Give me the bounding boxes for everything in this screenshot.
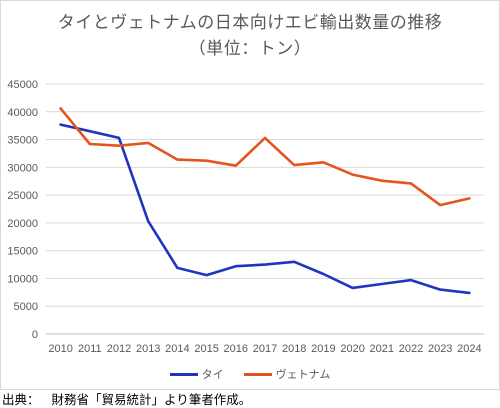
x-tick-label: 2010 — [48, 343, 72, 355]
x-tick-label: 2020 — [340, 343, 364, 355]
chart-subtitle: （単位：トン） — [188, 39, 312, 59]
source-note: 出典： 財務省「貿易統計」より筆者作成。 — [2, 389, 251, 408]
x-tick-label: 2014 — [165, 343, 189, 355]
x-tick-label: 2011 — [78, 343, 102, 355]
series-line-thailand — [59, 123, 471, 295]
y-tick-label: 0 — [32, 329, 38, 341]
series-line-vietnam — [59, 107, 471, 207]
x-tick-label: 2018 — [282, 343, 306, 355]
y-tick-label: 30000 — [7, 162, 38, 174]
x-tick-label: 2016 — [224, 343, 248, 355]
y-tick-label: 35000 — [7, 135, 38, 147]
legend: タイ ヴェトナム — [0, 366, 500, 382]
y-tick-label: 45000 — [7, 79, 38, 91]
x-tick-label: 2023 — [428, 343, 452, 355]
source-label: 出典： — [2, 392, 40, 407]
x-tick-label: 2013 — [136, 343, 160, 355]
legend-item-thailand: タイ — [169, 366, 224, 382]
x-tick-label: 2015 — [194, 343, 218, 355]
y-tick-label: 15000 — [7, 246, 38, 258]
x-tick-label: 2017 — [253, 343, 277, 355]
legend-label-vietnam: ヴェトナム — [275, 368, 331, 381]
legend-item-vietnam: ヴェトナム — [243, 366, 331, 382]
x-tick-label: 2019 — [311, 343, 335, 355]
y-tick-label: 20000 — [7, 218, 38, 230]
source-text: 財務省「貿易統計」より筆者作成。 — [51, 392, 252, 407]
legend-swatch-thailand — [169, 372, 198, 376]
legend-swatch-vietnam — [243, 372, 272, 376]
y-tick-label: 40000 — [7, 107, 38, 119]
line-chart: 45000 40000 35000 30000 25000 20000 15000 10000… — [7, 79, 484, 355]
chart-title: タイとヴェトナムの日本向けエビ輸出数量の推移 — [57, 13, 443, 33]
x-tick-label: 2021 — [370, 343, 394, 355]
y-tick-label: 5000 — [14, 301, 38, 313]
y-tick-label: 25000 — [7, 190, 38, 202]
x-tick-label: 2024 — [457, 343, 481, 355]
y-tick-label: 10000 — [7, 273, 38, 285]
x-tick-label: 2012 — [107, 343, 131, 355]
x-tick-label: 2022 — [399, 343, 423, 355]
legend-label-thailand: タイ — [201, 368, 224, 381]
